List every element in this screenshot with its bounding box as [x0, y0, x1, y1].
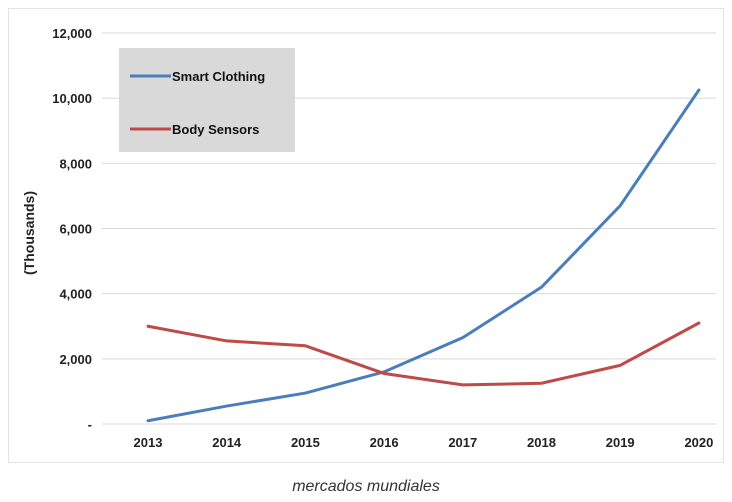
x-tick-label: 2020 — [684, 435, 713, 450]
x-tick-label: 2016 — [370, 435, 399, 450]
x-tick-label: 2014 — [212, 435, 242, 450]
series-lines — [146, 88, 701, 423]
x-tick-label: 2017 — [448, 435, 477, 450]
legend-box — [119, 48, 295, 152]
y-tick-label: 10,000 — [52, 91, 92, 106]
y-tick-label: 2,000 — [59, 352, 92, 367]
series-line-1 — [146, 321, 701, 387]
x-axis-ticks: 2013 2014 2015 2016 2017 2018 2019 2020 — [134, 435, 714, 450]
y-tick-label: 8,000 — [59, 156, 92, 171]
x-tick-label: 2018 — [527, 435, 556, 450]
y-tick-label: 4,000 — [59, 287, 92, 302]
legend-label: Smart Clothing — [172, 69, 265, 84]
y-axis-ticks: - 2,000 4,000 6,000 8,000 10,000 12,000 — [52, 26, 92, 432]
y-axis-label: (Thousands) — [21, 191, 37, 275]
y-tick-label: - — [88, 417, 92, 432]
y-tick-label: 6,000 — [59, 222, 92, 237]
gridlines — [102, 32, 716, 425]
series-line-0 — [146, 88, 701, 423]
x-tick-label: 2019 — [606, 435, 635, 450]
legend-label: Body Sensors — [172, 122, 259, 137]
x-tick-label: 2015 — [291, 435, 320, 450]
figure-caption: mercados mundiales — [292, 478, 440, 495]
legend: Smart Clothing Body Sensors — [119, 48, 295, 152]
x-tick-label: 2013 — [134, 435, 163, 450]
y-tick-label: 12,000 — [52, 26, 92, 41]
